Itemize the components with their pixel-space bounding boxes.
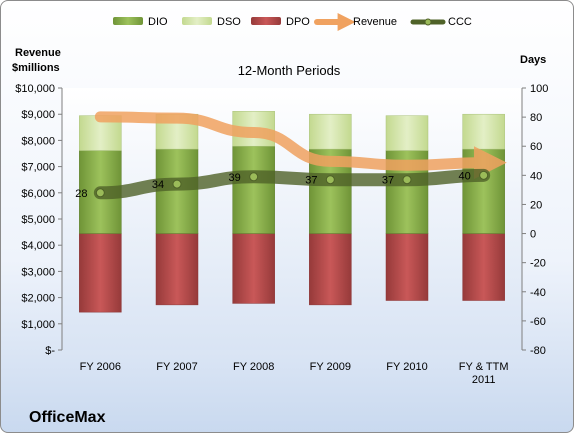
legend-label-dso: DSO: [217, 16, 241, 28]
ccc-data-label: 28: [75, 188, 87, 200]
legend-label-revenue: Revenue: [353, 16, 397, 28]
y-left-axis-label-line1: Revenue: [15, 47, 61, 59]
y-left-tick-label: $9,000: [21, 109, 55, 121]
bar-dio: [232, 145, 275, 234]
bar-dpo: [79, 233, 122, 313]
y-right-tick-label: 60: [530, 141, 542, 153]
bar-dpo: [385, 233, 429, 301]
y-right-tick-label: -20: [530, 258, 546, 270]
x-tick-label: FY 2009: [310, 361, 351, 373]
ccc-data-label: 34: [152, 179, 164, 191]
ccc-point: [402, 175, 412, 185]
y-left-axis-label-line2: $millions: [12, 62, 60, 74]
chart-title: 12-Month Periods: [238, 63, 341, 78]
y-left-tick-label: $-: [45, 345, 55, 357]
bar-dso: [462, 113, 505, 150]
ccc-point: [325, 175, 335, 185]
y-left-ticks: $- $1,000 $2,000 $3,000 $4,000 $5,000 $6,000 $7…: [15, 83, 62, 357]
legend-item-revenue: Revenue: [314, 13, 397, 31]
company-name: OfficeMax: [29, 409, 106, 426]
legend-item-ccc: CCC: [410, 16, 472, 28]
ccc-data-label: 37: [305, 175, 317, 187]
ccc-line: [93, 168, 491, 200]
legend-label-dpo: DPO: [286, 16, 310, 28]
y-right-axis-label: Days: [520, 54, 546, 66]
y-left-tick-label: $3,000: [21, 266, 55, 278]
bar-dio: [155, 148, 199, 234]
y-left-tick-label: $5,000: [21, 214, 55, 226]
bar-dpo: [232, 233, 275, 304]
y-right-tick-label: 100: [530, 83, 548, 95]
legend: DIO DSO DPO Revenue CCC: [113, 13, 472, 31]
bar-dso: [385, 115, 429, 151]
lines: 28 34 39 37 37 40: [75, 111, 507, 200]
ccc-data-label: 39: [229, 172, 241, 184]
y-left-tick-label: $8,000: [21, 135, 55, 147]
bar-dso: [309, 113, 352, 150]
revenue-line: [94, 111, 507, 180]
x-tick-label: FY 2008: [233, 361, 274, 373]
y-right-tick-label: 40: [530, 170, 542, 182]
legend-marker-ccc: [424, 18, 432, 26]
ccc-point: [95, 188, 105, 198]
x-tick-label: FY & TTM 2011: [459, 361, 509, 386]
legend-swatch-dso: [182, 17, 212, 25]
ccc-data-label: 40: [459, 170, 471, 182]
legend-swatch-dio: [113, 17, 143, 25]
y-right-tick-label: -40: [530, 287, 546, 299]
legend-item-dso: DSO: [182, 16, 241, 28]
bar-dpo: [462, 233, 505, 301]
y-left-tick-label: $1,000: [21, 319, 55, 331]
y-right-tick-label: -60: [530, 316, 546, 328]
y-left-tick-label: $2,000: [21, 293, 55, 305]
y-right-tick-label: 80: [530, 112, 542, 124]
y-right-tick-label: 20: [530, 199, 542, 211]
y-left-tick-label: $4,000: [21, 240, 55, 252]
x-tick-label: FY 2006: [80, 361, 121, 373]
ccc-point: [479, 170, 489, 180]
ccc-point: [249, 172, 259, 182]
y-right-tick-label: -80: [530, 345, 546, 357]
bar-dpo: [309, 233, 352, 306]
legend-label-dio: DIO: [148, 16, 168, 28]
x-tick-label: FY 2010: [386, 361, 427, 373]
bar-dpo: [155, 233, 199, 306]
legend-item-dpo: DPO: [251, 16, 310, 28]
legend-label-ccc: CCC: [448, 16, 472, 28]
x-axis-labels: FY 2006 FY 2007 FY 2008 FY 2009 FY 2010 FY & …: [80, 361, 509, 386]
y-left-tick-label: $6,000: [21, 188, 55, 200]
y-left-tick-label: $7,000: [21, 162, 55, 174]
x-tick-label: FY 2007: [156, 361, 197, 373]
y-left-tick-label: $10,000: [15, 83, 55, 95]
ccc-data-label: 37: [382, 175, 394, 187]
y-right-ticks: -80 -60 -40 -20 0 20 40 60 80 100: [522, 83, 548, 357]
ccc-point: [172, 179, 182, 189]
legend-swatch-dpo: [251, 17, 281, 25]
plot-area: [62, 88, 522, 350]
legend-item-dio: DIO: [113, 16, 168, 28]
y-right-tick-label: 0: [530, 229, 536, 241]
